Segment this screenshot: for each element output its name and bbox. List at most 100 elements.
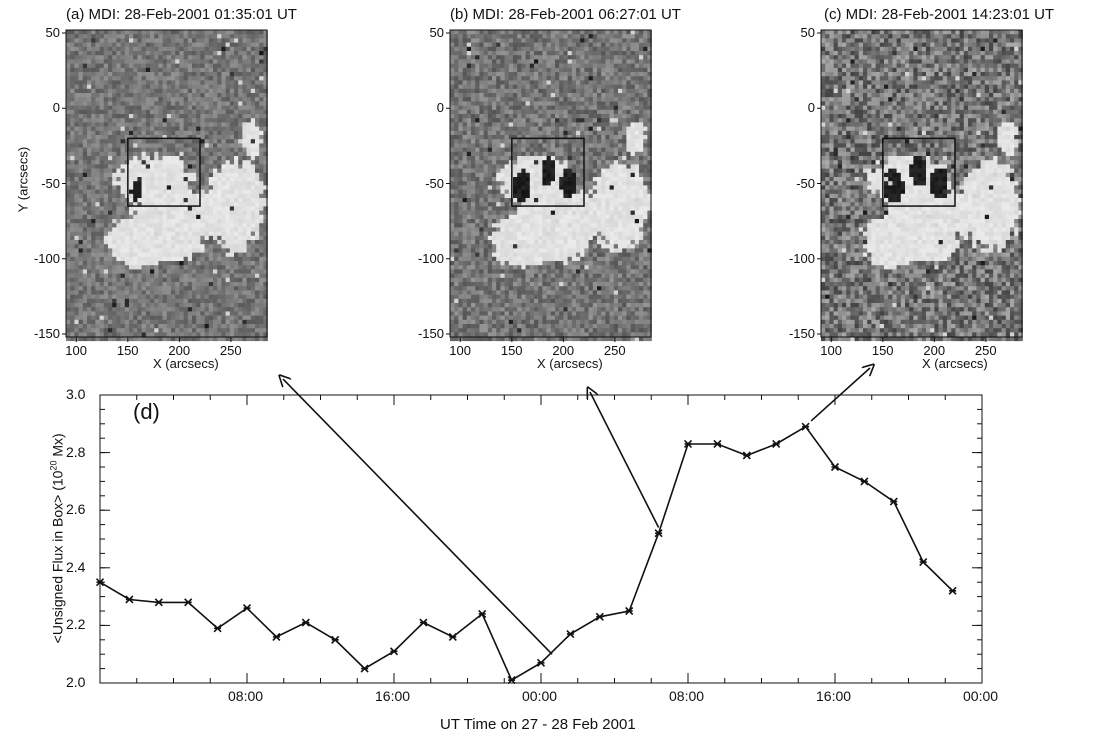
map-pixel <box>505 152 510 157</box>
map-pixel <box>488 295 493 300</box>
map-pixel <box>74 30 79 35</box>
map-pixel <box>112 97 117 102</box>
map-pixel <box>158 93 163 98</box>
map-pixel <box>505 181 510 186</box>
map-pixel <box>234 253 239 258</box>
map-pixel <box>226 93 231 98</box>
map-pixel <box>171 240 176 245</box>
map-pixel <box>95 173 100 178</box>
map-pixel <box>192 190 197 195</box>
map-pixel <box>121 236 126 241</box>
map-pixel <box>484 248 489 253</box>
map-pixel <box>125 169 130 174</box>
map-pixel <box>209 156 214 161</box>
map-pixel <box>471 274 476 279</box>
map-pixel <box>471 64 476 69</box>
map-pixel <box>513 316 518 321</box>
map-pixel <box>154 169 159 174</box>
map-pixel <box>484 30 489 35</box>
map-pixel <box>175 164 180 169</box>
map-pixel <box>163 101 168 106</box>
map-pixel <box>500 47 505 52</box>
map-pixel <box>112 261 117 266</box>
map-pixel <box>255 316 260 321</box>
map-pixel <box>467 30 472 35</box>
map-pixel <box>116 190 121 195</box>
map-pixel <box>247 311 252 316</box>
map-pixel <box>492 299 497 304</box>
map-pixel <box>116 156 121 161</box>
map-pixel <box>184 236 189 241</box>
map-pixel <box>133 269 138 274</box>
map-pixel <box>175 160 180 165</box>
map-pixel <box>66 274 71 279</box>
map-pixel <box>83 282 88 287</box>
map-pixel <box>112 181 117 186</box>
map-pixel <box>129 85 134 90</box>
map-pixel <box>479 152 484 157</box>
map-pixel <box>163 152 168 157</box>
map-pixel <box>463 311 468 316</box>
map-pixel <box>509 43 514 48</box>
map-pixel <box>221 240 226 245</box>
map-pixel <box>104 76 109 81</box>
map-pixel <box>526 110 531 115</box>
map-pixel <box>505 282 510 287</box>
map-pixel <box>158 311 163 316</box>
map-pixel <box>205 274 210 279</box>
map-pixel <box>74 307 79 312</box>
map-pixel <box>192 68 197 73</box>
map-pixel <box>167 328 172 333</box>
map-pixel <box>496 311 501 316</box>
map-pixel <box>492 211 497 216</box>
map-pixel <box>66 47 71 52</box>
map-pixel <box>217 240 222 245</box>
map-pixel <box>475 253 480 258</box>
map-pixel <box>521 114 526 119</box>
map-pixel <box>259 68 264 73</box>
map-pixel <box>137 143 142 148</box>
map-pixel <box>79 320 84 325</box>
map-pixel <box>521 76 526 81</box>
map-pixel <box>479 236 484 241</box>
map-pixel <box>133 118 138 123</box>
map-pixel <box>87 101 92 106</box>
map-pixel <box>104 286 109 291</box>
map-pixel <box>100 143 105 148</box>
map-pixel <box>154 190 159 195</box>
map-pixel <box>521 127 526 132</box>
map-pixel <box>129 295 134 300</box>
map-pixel <box>188 131 193 136</box>
map-pixel <box>175 55 180 60</box>
map-pixel <box>83 328 88 333</box>
map-pixel <box>492 206 497 211</box>
map-pixel <box>146 316 151 321</box>
map-pixel <box>116 265 121 270</box>
map-pixel <box>247 232 252 237</box>
map-pixel <box>205 110 210 115</box>
map-pixel <box>104 101 109 106</box>
map-pixel <box>125 282 130 287</box>
map-pixel <box>238 261 243 266</box>
map-pixel <box>221 269 226 274</box>
map-pixel <box>521 190 526 195</box>
map-pixel <box>142 59 147 64</box>
map-pixel <box>91 64 96 69</box>
map-pixel <box>104 185 109 190</box>
map-pixel <box>492 253 497 258</box>
map-pixel <box>238 114 243 119</box>
map-pixel <box>200 190 205 195</box>
map-pixel <box>116 30 121 35</box>
map-pixel <box>167 114 172 119</box>
map-pixel <box>251 118 256 123</box>
map-pixel <box>479 286 484 291</box>
map-pixel <box>188 181 193 186</box>
map-pixel <box>458 118 463 123</box>
map-pixel <box>492 34 497 39</box>
map-pixel <box>517 244 522 249</box>
map-pixel <box>234 47 239 52</box>
map-pixel <box>488 30 493 35</box>
map-pixel <box>500 307 505 312</box>
map-pixel <box>158 181 163 186</box>
map-pixel <box>251 211 256 216</box>
